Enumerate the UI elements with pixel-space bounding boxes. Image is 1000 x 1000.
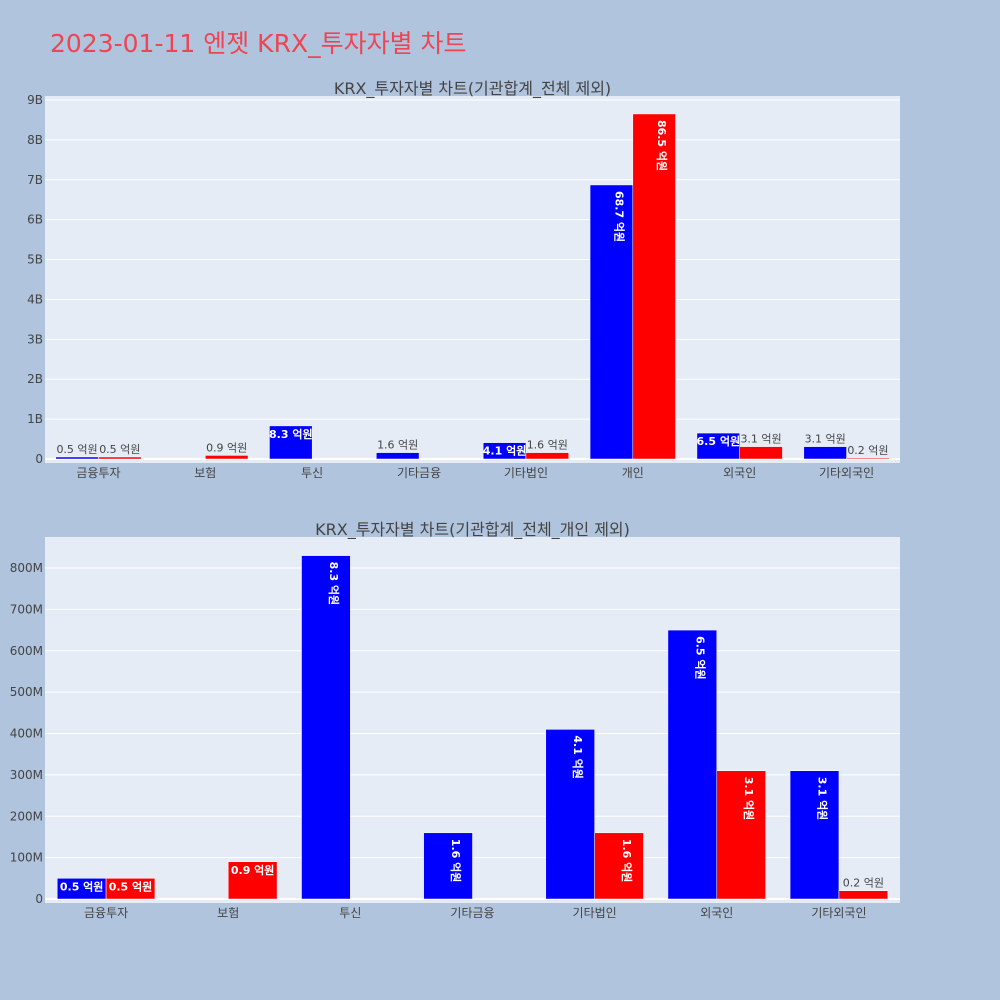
data-label: 4.1 억원 xyxy=(571,735,585,779)
data-label: 3.1 억원 xyxy=(740,433,781,446)
data-label: 1.6 억원 xyxy=(527,439,568,452)
data-label: 6.5 억원 xyxy=(693,636,707,680)
data-label: 0.5 억원 xyxy=(60,879,104,893)
data-label: 1.6 억원 xyxy=(377,439,418,452)
data-label: 1.6 억원 xyxy=(449,839,463,883)
y-tick-label: 0 xyxy=(35,452,43,466)
data-label: 8.3 억원 xyxy=(269,427,313,441)
bar xyxy=(269,425,313,460)
x-tick-label: 투신 xyxy=(339,906,361,920)
data-label: 3.1 억원 xyxy=(742,777,756,821)
x-tick-label: 기타금융 xyxy=(397,466,441,480)
y-tick-label: 8B xyxy=(27,133,43,147)
data-label: 86.5 억원 xyxy=(655,120,669,171)
bar xyxy=(667,629,718,900)
bar xyxy=(55,456,99,460)
bar xyxy=(227,861,278,900)
y-tick-label: 300M xyxy=(10,768,43,782)
y-tick-label: 200M xyxy=(10,809,43,823)
data-label: 0.9 억원 xyxy=(231,863,275,877)
bar xyxy=(589,184,634,460)
y-tick-label: 500M xyxy=(10,685,43,699)
chart-title-1: KRX_투자자별 차트(기관합계_전체 제외) xyxy=(334,79,611,99)
x-tick-label: 보험 xyxy=(194,466,216,480)
bar xyxy=(789,770,840,900)
bar xyxy=(545,729,595,900)
data-label: 3.1 억원 xyxy=(805,433,846,446)
x-tick-label: 기타외국인 xyxy=(811,906,866,920)
bar xyxy=(105,878,156,900)
plot-area-1 xyxy=(45,96,900,463)
bar xyxy=(525,452,569,460)
data-label: 0.5 억원 xyxy=(109,879,153,893)
data-label: 0.2 억원 xyxy=(843,877,884,890)
y-tick-label: 0 xyxy=(35,892,43,906)
x-tick-label: 보험 xyxy=(217,906,239,920)
data-label: 0.5 억원 xyxy=(56,443,97,456)
bar xyxy=(482,442,527,460)
bar xyxy=(205,455,249,460)
x-tick-label: 개인 xyxy=(622,466,644,480)
page-title: 2023-01-11 엔젯 KRX_투자자별 차트 xyxy=(50,29,467,58)
y-tick-label: 2B xyxy=(27,372,43,386)
y-tick-label: 700M xyxy=(10,602,43,616)
bar xyxy=(716,770,766,900)
y-tick-label: 7B xyxy=(27,173,43,187)
y-tick-label: 3B xyxy=(27,332,43,346)
bar xyxy=(803,446,847,460)
x-tick-label: 기타법인 xyxy=(504,466,548,480)
y-tick-label: 400M xyxy=(10,727,43,741)
y-tick-label: 9B xyxy=(27,93,43,107)
bar xyxy=(376,452,420,460)
data-label: 0.9 억원 xyxy=(206,441,247,454)
data-label: 4.1 억원 xyxy=(483,444,527,458)
x-tick-label: 기타외국인 xyxy=(819,466,874,480)
x-tick-label: 외국인 xyxy=(700,906,733,920)
y-tick-label: 600M xyxy=(10,644,43,658)
y-tick-label: 6B xyxy=(27,213,43,227)
x-tick-label: 기타법인 xyxy=(573,906,617,920)
chart-title-2: KRX_투자자별 차트(기관합계_전체_개인 제외) xyxy=(315,520,630,540)
y-tick-label: 1B xyxy=(27,412,43,426)
y-tick-label: 800M xyxy=(10,561,43,575)
data-label: 0.5 억원 xyxy=(99,443,140,456)
bar xyxy=(98,456,142,460)
x-tick-label: 외국인 xyxy=(723,466,756,480)
x-tick-label: 금융투자 xyxy=(76,466,120,480)
data-label: 0.2 억원 xyxy=(847,444,888,457)
x-tick-label: 금융투자 xyxy=(84,906,128,920)
y-tick-label: 100M xyxy=(10,851,43,865)
bar xyxy=(423,832,473,900)
bar xyxy=(696,432,740,460)
y-tick-label: 5B xyxy=(27,253,43,267)
bar xyxy=(594,832,644,900)
x-tick-label: 투신 xyxy=(301,466,323,480)
bar xyxy=(838,890,889,900)
x-tick-label: 기타금융 xyxy=(450,906,494,920)
y-tick-label: 4B xyxy=(27,292,43,306)
data-label: 6.5 억원 xyxy=(697,434,741,448)
data-label: 3.1 억원 xyxy=(816,777,830,821)
bar xyxy=(301,555,351,900)
bar xyxy=(846,457,890,460)
bar xyxy=(632,113,676,460)
data-label: 8.3 억원 xyxy=(327,562,341,606)
bar xyxy=(739,446,783,460)
data-label: 68.7 억원 xyxy=(612,191,626,242)
data-label: 1.6 억원 xyxy=(620,839,634,883)
